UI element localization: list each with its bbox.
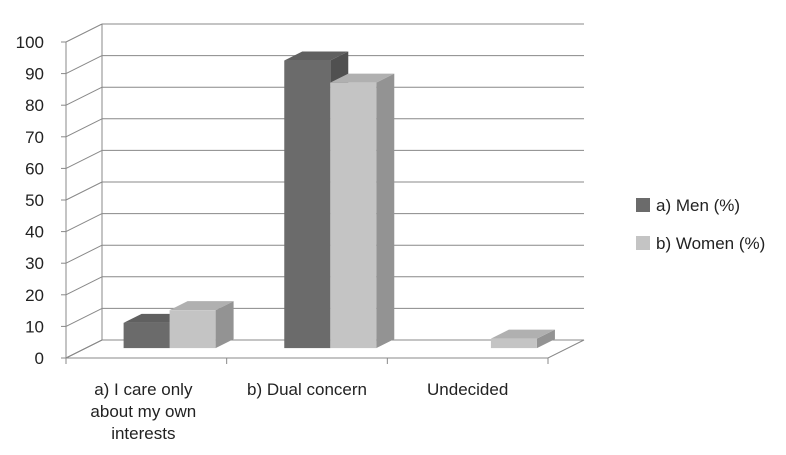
y-tick-label: 100 (16, 33, 44, 52)
y-tick-label: 80 (25, 96, 44, 115)
legend-swatch (636, 236, 650, 250)
legend-item: a) Men (%) (636, 196, 740, 215)
y-tick-label: 10 (25, 317, 44, 336)
bar-side (536, 329, 555, 349)
gridline-depth (65, 213, 103, 233)
legend-item: b) Women (%) (636, 234, 765, 253)
x-category-label: b) Dual concern (247, 380, 367, 399)
bar-front (169, 310, 216, 349)
x-category-label: a) I care only about my own interests (90, 380, 196, 443)
legend-label: a) Men (%) (656, 196, 740, 215)
gridline-depth (65, 118, 103, 138)
legend-swatch (636, 198, 650, 212)
bar (169, 301, 234, 349)
y-tick-label: 70 (25, 128, 44, 147)
bar-top (490, 329, 555, 339)
gridline-depth (65, 276, 103, 296)
bar-top (330, 73, 395, 83)
legend-label: b) Women (%) (656, 234, 765, 253)
gridline-depth (65, 181, 103, 201)
y-tick-label: 50 (25, 191, 44, 210)
bar-side (376, 73, 395, 349)
y-tick-label: 40 (25, 223, 44, 242)
y-tick-label: 90 (25, 65, 44, 84)
bar-top (169, 301, 234, 311)
y-tick-label: 0 (35, 349, 44, 368)
bar-front (123, 322, 170, 349)
x-axis-categories: a) I care only about my own interests b) Du… (65, 358, 549, 443)
bar-front (490, 338, 537, 349)
y-tick-label: 20 (25, 286, 44, 305)
bars (123, 51, 555, 349)
gridline-depth (65, 339, 103, 359)
y-axis-ticks: 0 10 20 30 40 50 60 70 80 90 100 (16, 33, 66, 368)
bar-front (284, 60, 331, 349)
gridline-depth (65, 244, 103, 264)
y-tick-label: 30 (25, 254, 44, 273)
gridline-depth (65, 23, 103, 43)
gridline-depth (65, 86, 103, 106)
y-tick-label: 60 (25, 159, 44, 178)
gridline-depth (65, 307, 103, 327)
bar-side (215, 301, 234, 349)
bar (490, 329, 555, 349)
bar-top (284, 51, 349, 61)
legend: a) Men (%) b) Women (%) (636, 196, 765, 253)
gridline-depth (65, 149, 103, 169)
gridline-depth (65, 55, 103, 75)
bar-front (330, 82, 377, 349)
x-category-label: Undecided (427, 380, 508, 399)
bar (330, 73, 395, 349)
